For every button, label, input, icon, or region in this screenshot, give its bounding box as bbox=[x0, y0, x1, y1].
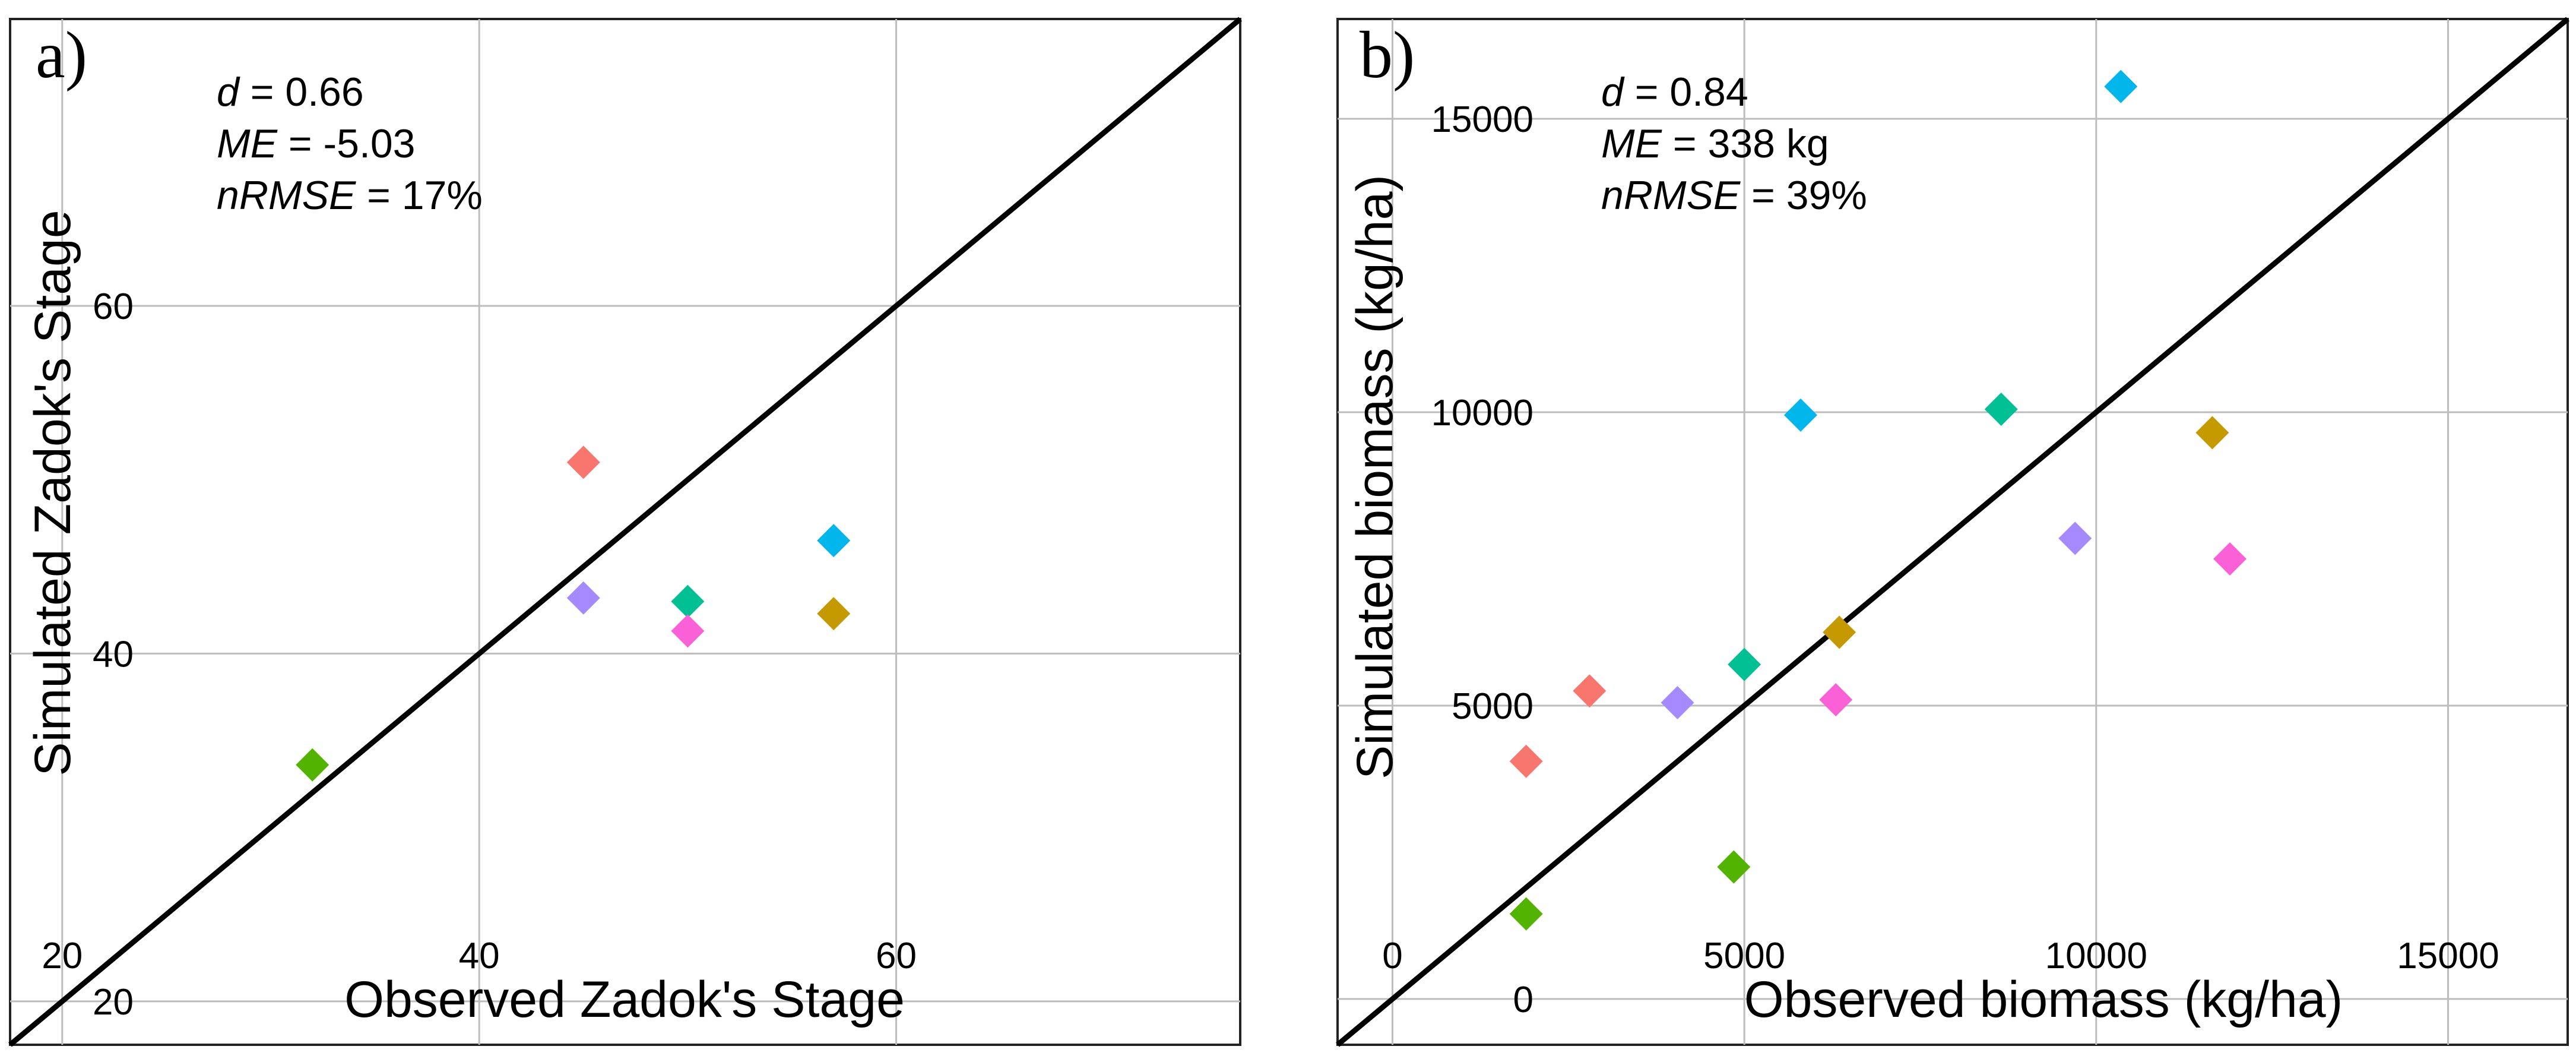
panel-a-stat-d-name: d bbox=[217, 69, 240, 115]
panel-b-x-tick-label-0: 0 bbox=[1382, 935, 1402, 976]
panel-b-stat-d-name: d bbox=[1601, 69, 1625, 115]
panel-b-y-tick-labels: 0 5000 10000 15000 bbox=[1431, 99, 1533, 1020]
panel-a-y-tick-labels: 20 40 60 bbox=[93, 286, 134, 1023]
panel-a-stat-d-value: = 0.66 bbox=[239, 69, 364, 115]
panel-b-y-tick-label-0: 0 bbox=[1513, 979, 1533, 1020]
panel-a-y-tick-label-1: 40 bbox=[93, 634, 134, 675]
panel-b-point-12 bbox=[2195, 416, 2229, 450]
panel-b-stat-nrmse-name: nRMSE bbox=[1601, 173, 1741, 218]
panel-a-letter: a) bbox=[36, 18, 87, 92]
panel-b-stat-nrmse-value: = 39% bbox=[1740, 173, 1867, 218]
panel-b-y-tick-label-2: 10000 bbox=[1431, 393, 1533, 434]
panel-a-stat-me-name: ME bbox=[217, 121, 278, 166]
panel-b-point-0 bbox=[1509, 897, 1543, 931]
panel-a-stat-nrmse-value: = 17% bbox=[356, 173, 483, 218]
panel-b-letter: b) bbox=[1360, 18, 1415, 92]
panel-b-stat-me: ME = 338 kg bbox=[1601, 121, 1829, 166]
panel-b-x-tick-label-1: 5000 bbox=[1703, 935, 1785, 976]
panel-a-point-5 bbox=[817, 524, 851, 558]
panel-a-point-6 bbox=[817, 597, 851, 631]
panel-b-stat-me-value: = 338 kg bbox=[1662, 121, 1829, 166]
panel-a-stat-me-value: = -5.03 bbox=[277, 121, 416, 166]
panel-a-identity-line bbox=[8, 17, 1242, 1047]
panel-b-y-axis-label: Simulated biomass (kg/ha) bbox=[1346, 175, 1403, 779]
panel-b-point-10 bbox=[2058, 521, 2092, 555]
panel-b-stat-me-name: ME bbox=[1601, 121, 1662, 166]
panel-a-frame bbox=[9, 18, 1241, 1046]
panel-a-point-1 bbox=[566, 445, 600, 479]
panel-a-x-tick-labels: 20 40 60 bbox=[42, 935, 917, 976]
panel-b-frame bbox=[1336, 18, 2569, 1046]
panel-a-x-tick-label-1: 40 bbox=[459, 935, 500, 976]
panel-b-x-axis-label: Observed biomass (kg/ha) bbox=[1744, 971, 2343, 1028]
panel-b-point-11 bbox=[2104, 69, 2138, 103]
panel-b-y-tick-label-3: 15000 bbox=[1431, 99, 1533, 140]
panel-b-point-2 bbox=[1573, 674, 1607, 708]
panel-b-point-13 bbox=[2213, 542, 2247, 576]
panel-b-stat-d: d = 0.84 bbox=[1601, 69, 1748, 115]
panel-b-point-3 bbox=[1661, 686, 1694, 720]
panel-b-points bbox=[1509, 69, 2247, 931]
panel-a-x-tick-label-0: 20 bbox=[42, 935, 83, 976]
panel-a-point-4 bbox=[671, 614, 705, 648]
panel-b-point-9 bbox=[1984, 393, 2018, 426]
panel-b-grid bbox=[1338, 19, 2568, 1045]
panel-a-x-axis-label: Observed Zadok's Stage bbox=[344, 971, 905, 1028]
panel-b-point-5 bbox=[1728, 647, 1761, 681]
panel-a-point-3 bbox=[671, 584, 705, 618]
panel-a-point-2 bbox=[566, 581, 600, 615]
panel-b-y-tick-label-1: 5000 bbox=[1452, 686, 1533, 727]
panel-a-stat-nrmse-name: nRMSE bbox=[217, 173, 356, 218]
panel-b-stat-d-value: = 0.84 bbox=[1624, 69, 1748, 115]
panel-b-point-6 bbox=[1783, 398, 1817, 432]
panel-a: 20 40 60 20 40 60 a) d = 0.66 ME = -5.03 nRM… bbox=[8, 17, 1242, 1047]
panel-a-y-tick-label-0: 20 bbox=[93, 982, 134, 1023]
panel-b-point-7 bbox=[1819, 683, 1853, 717]
panel-b: 0 5000 10000 15000 0 5000 10000 15000 b) d = 0… bbox=[1336, 17, 2569, 1047]
panel-b-point-4 bbox=[1717, 850, 1751, 884]
panel-a-stat-me: ME = -5.03 bbox=[217, 121, 416, 166]
panel-b-x-tick-labels: 0 5000 10000 15000 bbox=[1382, 935, 2499, 976]
panel-b-point-8 bbox=[1823, 615, 1856, 649]
panel-b-identity-line bbox=[1336, 17, 2569, 1047]
panel-a-points bbox=[296, 445, 851, 782]
panel-a-stat-nrmse: nRMSE = 17% bbox=[217, 173, 483, 218]
panel-a-stat-d: d = 0.66 bbox=[217, 69, 364, 115]
panel-b-point-1 bbox=[1509, 744, 1543, 778]
panel-a-x-tick-label-2: 60 bbox=[876, 935, 917, 976]
panel-b-x-tick-label-3: 15000 bbox=[2397, 935, 2499, 976]
panel-a-point-0 bbox=[296, 748, 329, 782]
panel-a-y-tick-label-2: 60 bbox=[93, 286, 134, 327]
panel-b-x-tick-label-2: 10000 bbox=[2045, 935, 2147, 976]
panel-a-grid bbox=[10, 19, 1240, 1045]
panel-a-y-axis-label: Simulated Zadok's Stage bbox=[24, 210, 81, 776]
panel-b-stat-nrmse: nRMSE = 39% bbox=[1601, 173, 1867, 218]
